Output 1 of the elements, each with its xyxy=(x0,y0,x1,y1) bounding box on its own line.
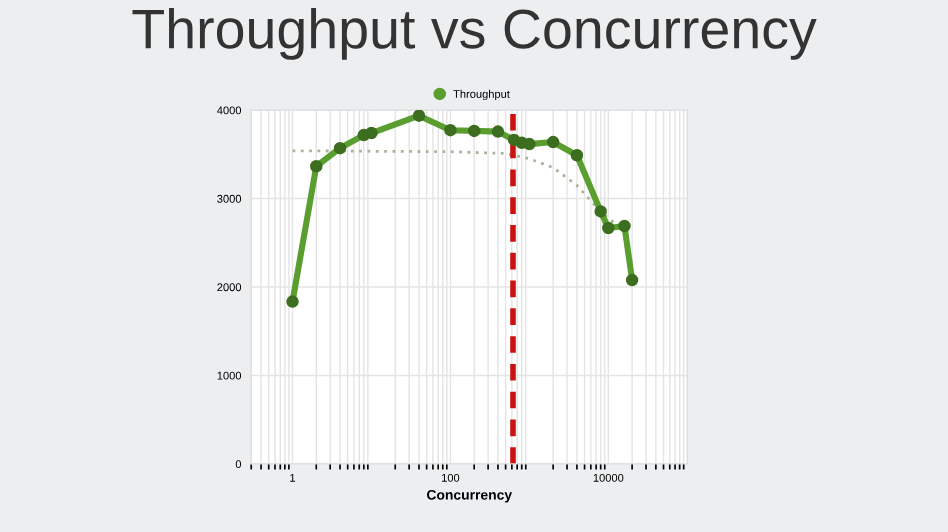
chart-title: Throughput vs Concurrency xyxy=(132,7,817,60)
